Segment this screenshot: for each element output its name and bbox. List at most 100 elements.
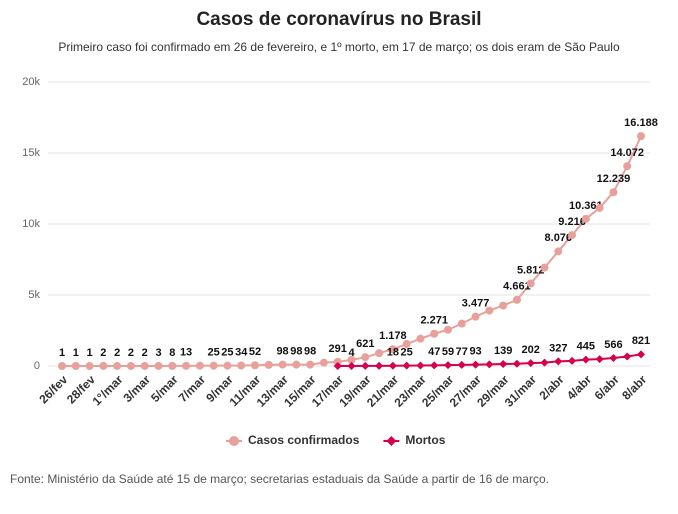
- marker: [444, 361, 452, 370]
- legend-label: Mortos: [405, 433, 445, 447]
- marker: [526, 279, 535, 288]
- data-label: 98: [304, 346, 316, 358]
- data-label: 2: [128, 347, 134, 359]
- data-label: 8.076: [545, 232, 573, 244]
- marker: [609, 353, 618, 362]
- marker: [540, 358, 549, 367]
- data-label: 4: [348, 347, 355, 359]
- data-label: 98: [290, 346, 302, 358]
- data-label: 77: [456, 346, 468, 358]
- legend-marker: [386, 436, 397, 446]
- marker: [361, 361, 370, 370]
- marker: [361, 353, 370, 362]
- marker: [568, 231, 577, 240]
- marker: [402, 340, 411, 349]
- marker: [485, 360, 494, 369]
- marker: [168, 361, 177, 370]
- x-tick-label: 4/abr: [564, 372, 594, 402]
- y-tick-label: 10k: [22, 218, 40, 230]
- data-label: 1: [59, 347, 65, 359]
- marker: [512, 359, 521, 368]
- marker: [526, 359, 535, 368]
- marker: [375, 349, 384, 358]
- data-label: 3: [155, 347, 161, 359]
- data-label: 139: [494, 345, 512, 357]
- marker: [251, 361, 259, 370]
- data-label: 566: [604, 339, 622, 351]
- data-label: 25: [401, 347, 413, 359]
- data-label: 202: [522, 344, 540, 356]
- data-label: 5.812: [517, 264, 545, 276]
- data-label: 9.216: [558, 216, 586, 228]
- data-label: 4.661: [503, 281, 531, 293]
- marker: [333, 361, 342, 370]
- marker: [568, 356, 577, 365]
- data-label: 1: [73, 347, 79, 359]
- data-label: 18: [387, 347, 399, 359]
- data-label: 10.361: [569, 200, 603, 212]
- marker: [457, 360, 466, 369]
- marker: [237, 361, 246, 370]
- chart-title: Casos de coronavírus no Brasil: [196, 9, 481, 30]
- x-tick-label: 2/abr: [536, 372, 566, 402]
- y-tick-label: 15k: [22, 147, 40, 159]
- marker: [581, 355, 590, 364]
- marker: [195, 361, 204, 370]
- data-label: 98: [276, 346, 288, 358]
- marker: [623, 162, 632, 171]
- y-tick-label: 0: [34, 360, 40, 372]
- marker: [595, 355, 604, 364]
- x-tick-label: 8/abr: [619, 372, 649, 402]
- marker: [140, 361, 149, 370]
- x-tick-label: 26/fev: [36, 372, 70, 406]
- marker: [637, 350, 645, 359]
- data-label: 34: [235, 346, 248, 358]
- marker: [554, 247, 563, 256]
- data-label: 25: [221, 347, 233, 359]
- data-label: 327: [549, 342, 567, 354]
- x-tick-label: 3/mar: [121, 372, 154, 405]
- marker: [457, 319, 466, 328]
- marker: [306, 360, 315, 369]
- y-tick-label: 5k: [28, 289, 40, 301]
- marker: [388, 361, 397, 370]
- data-label: 8: [169, 347, 175, 359]
- marker: [319, 358, 328, 367]
- marker: [554, 357, 563, 366]
- data-label: 13: [180, 347, 192, 359]
- data-label: 12.239: [597, 173, 631, 185]
- x-tick-label: 6/abr: [592, 372, 622, 402]
- data-label: 2: [114, 347, 120, 359]
- data-label: 2: [142, 347, 148, 359]
- marker: [595, 203, 604, 212]
- data-label: 52: [249, 346, 261, 358]
- marker: [540, 263, 549, 272]
- data-label: 2: [100, 347, 106, 359]
- data-label: 93: [469, 346, 481, 358]
- marker: [471, 360, 480, 369]
- marker: [209, 361, 218, 370]
- marker: [623, 352, 632, 361]
- marker: [430, 329, 439, 338]
- data-label: 291: [329, 343, 347, 355]
- marker: [71, 361, 80, 370]
- marker: [99, 361, 108, 370]
- marker: [499, 301, 508, 310]
- x-tick-label: 31/mar: [502, 372, 539, 409]
- marker: [347, 361, 356, 370]
- data-label: 1: [87, 347, 93, 359]
- marker: [278, 360, 287, 369]
- marker: [471, 312, 480, 321]
- series-line: [62, 135, 642, 367]
- marker: [430, 361, 439, 370]
- marker: [402, 361, 411, 370]
- marker: [388, 345, 397, 354]
- marker: [347, 355, 356, 364]
- data-label: 621: [356, 338, 374, 350]
- marker: [637, 132, 645, 141]
- legend-marker: [229, 436, 239, 446]
- marker: [182, 361, 191, 370]
- data-label: 25: [208, 347, 220, 359]
- marker: [223, 361, 232, 370]
